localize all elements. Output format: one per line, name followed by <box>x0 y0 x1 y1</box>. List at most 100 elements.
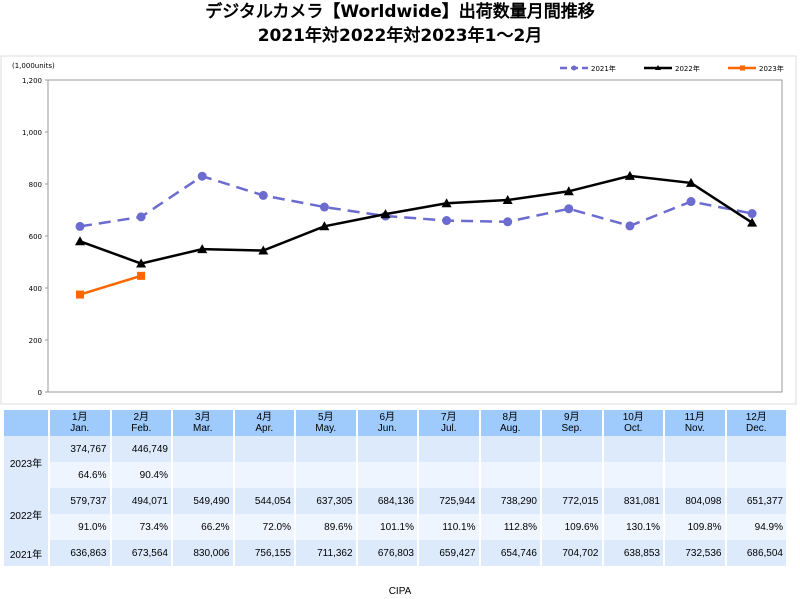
pct-cell <box>665 462 725 488</box>
data-point <box>442 216 452 226</box>
units-cell: 676,803 <box>357 540 417 566</box>
pct-cell: 112.8% <box>480 514 540 540</box>
year-label: 2022年 <box>4 488 48 540</box>
month-en: Dec. <box>745 423 767 434</box>
units-cell <box>665 436 725 462</box>
month-header: 2月 Feb. <box>111 410 171 436</box>
month-header: 3月 Mar. <box>173 410 233 436</box>
units-cell: 725,944 <box>419 488 479 514</box>
data-point <box>502 195 513 205</box>
series-line-2021年 <box>79 174 753 228</box>
data-point <box>136 258 147 268</box>
y-tick-label: 0 <box>38 389 42 397</box>
month-header: 9月 Sep. <box>542 410 602 436</box>
data-point <box>686 177 696 187</box>
units-cell: 494,071 <box>111 488 171 514</box>
pct-cell <box>234 462 294 488</box>
title-line-1: デジタルカメラ【Worldwide】出荷数量月間推移 <box>205 2 595 22</box>
title-line-2: 2021年対2022年対2023年1～2月 <box>257 26 543 46</box>
month-header: 1月 Jan. <box>50 410 110 436</box>
pct-cell: 66.2% <box>173 514 233 540</box>
units-cell: 830,006 <box>173 540 233 566</box>
units-cell: 804,098 <box>665 488 725 514</box>
data-point <box>137 271 146 280</box>
month-ja: 4月 <box>256 412 273 423</box>
pct-cell <box>542 462 602 488</box>
data-point <box>441 198 452 208</box>
pct-cell: 64.6% <box>50 462 110 488</box>
month-header: 6月 Jun. <box>357 410 417 436</box>
month-ja: 9月 <box>563 412 580 423</box>
units-cell: 446,749 <box>111 436 171 462</box>
units-cell: 549,490 <box>173 488 233 514</box>
data-point <box>380 209 391 219</box>
month-ja: 3月 <box>194 412 211 423</box>
month-header: 12月 Dec. <box>726 410 786 436</box>
month-ja: 12月 <box>745 412 767 423</box>
line-chart: (1,000units) 0 200 400 600 800 1,000 1,200 2021年… <box>0 55 797 405</box>
units-cell: 831,081 <box>603 488 663 514</box>
units-cell: 738,290 <box>480 488 540 514</box>
pct-cell: 130.1% <box>603 514 663 540</box>
units-cell <box>296 436 356 462</box>
pct-cell <box>419 462 479 488</box>
month-header: 10月 Oct. <box>603 410 663 436</box>
data-point <box>747 217 758 227</box>
plot-area <box>47 79 783 393</box>
y-tick-label: 600 <box>29 233 42 241</box>
y-tick-label: 1,000 <box>22 129 42 137</box>
data-point <box>564 204 574 214</box>
units-cell: 684,136 <box>357 488 417 514</box>
data-point <box>319 221 330 231</box>
units-cell: 659,427 <box>419 540 479 566</box>
data-point <box>625 221 635 231</box>
month-en: Mar. <box>193 423 213 434</box>
month-header: 5月 May. <box>296 410 356 436</box>
data-point <box>258 190 268 200</box>
legend-label: 2021年 <box>591 64 616 73</box>
units-cell: 374,767 <box>50 436 110 462</box>
units-cell: 638,853 <box>603 540 663 566</box>
units-cell: 544,054 <box>234 488 294 514</box>
month-en: Sep. <box>561 423 583 434</box>
pct-cell: 94.9% <box>726 514 786 540</box>
month-en: Jun. <box>377 423 397 434</box>
units-cell: 732,536 <box>665 540 725 566</box>
units-cell <box>419 436 479 462</box>
y-tick-label: 200 <box>29 337 42 345</box>
data-point <box>197 244 208 254</box>
pct-cell: 101.1% <box>357 514 417 540</box>
units-cell <box>357 436 417 462</box>
y-tick-label: 800 <box>29 181 42 189</box>
pct-cell <box>603 462 663 488</box>
month-ja: 5月 <box>317 412 334 423</box>
units-cell <box>234 436 294 462</box>
pct-cell <box>480 462 540 488</box>
pct-cell: 109.8% <box>665 514 725 540</box>
table-row-pct: 91.0% 73.4% 66.2% 72.0% 89.6% 101.1% 110.1% 112… <box>4 514 786 540</box>
table-row: 2023年 374,767 446,749 <box>4 436 786 488</box>
chart-title: デジタルカメラ【Worldwide】出荷数量月間推移 2021年対2022年対2… <box>0 0 800 48</box>
month-en: Nov. <box>684 423 705 434</box>
data-point <box>563 186 574 196</box>
pct-cell: 110.1% <box>419 514 479 540</box>
units-cell <box>726 436 786 462</box>
pct-cell: 91.0% <box>50 514 110 540</box>
month-en: Jul. <box>440 423 457 434</box>
table-row: 2021年 636,863 673,564 830,006 756,155 711,362… <box>4 540 786 566</box>
units-cell: 686,504 <box>726 540 786 566</box>
units-cell: 637,305 <box>296 488 356 514</box>
source-label: CIPA <box>388 586 412 597</box>
data-point <box>503 217 513 227</box>
legend-label: 2023年 <box>759 64 784 73</box>
pct-cell: 90.4% <box>111 462 171 488</box>
header-corner <box>4 410 48 436</box>
month-en: Aug. <box>499 423 521 434</box>
legend-label: 2022年 <box>675 64 700 73</box>
y-tick-label: 400 <box>29 285 42 293</box>
units-cell: 651,377 <box>726 488 786 514</box>
data-point <box>624 170 635 180</box>
units-cell <box>480 436 540 462</box>
units-cell: 756,155 <box>234 540 294 566</box>
month-en: Apr. <box>255 423 274 434</box>
